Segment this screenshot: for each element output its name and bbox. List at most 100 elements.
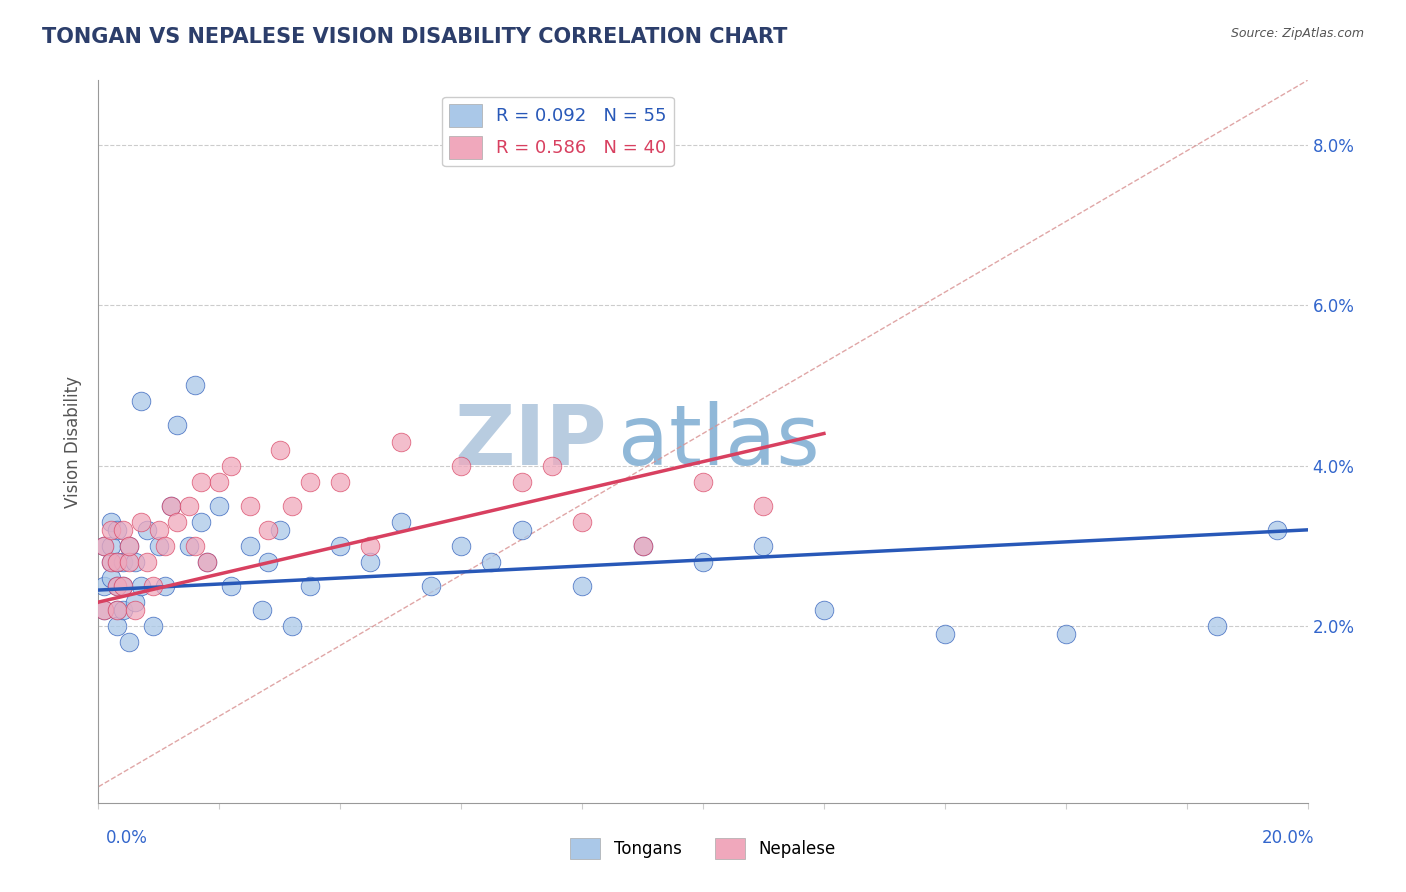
Point [692,475,714,489]
Point [100,515,122,529]
Point [250,603,273,617]
Point [299,579,322,593]
Point [118,635,141,649]
Point [1267,523,1289,537]
Point [142,619,165,633]
Point [510,523,533,537]
Point [208,499,231,513]
Text: ZIP: ZIP [454,401,606,482]
Point [105,603,128,617]
Point [166,515,188,529]
Point [221,458,243,473]
Point [239,539,262,553]
Point [510,475,533,489]
Point [93,579,115,593]
Point [450,458,472,473]
Point [135,555,157,569]
Text: Source: ZipAtlas.com: Source: ZipAtlas.com [1230,27,1364,40]
Point [153,539,176,553]
Point [631,539,654,553]
Point [208,475,231,489]
Point [160,499,183,513]
Point [105,619,128,633]
Point [124,595,146,609]
Legend: R = 0.092   N = 55, R = 0.586   N = 40: R = 0.092 N = 55, R = 0.586 N = 40 [441,96,673,167]
Point [105,603,128,617]
Point [540,458,562,473]
Point [111,523,134,537]
Point [329,539,352,553]
Legend: Tongans, Nepalese: Tongans, Nepalese [564,831,842,866]
Point [100,539,122,553]
Point [93,603,115,617]
Point [692,555,714,569]
Text: atlas: atlas [619,401,820,482]
Text: 20.0%: 20.0% [1263,829,1315,847]
Point [111,579,134,593]
Point [124,603,146,617]
Point [142,579,165,593]
Point [389,434,412,449]
Point [281,499,304,513]
Point [389,515,412,529]
Point [184,539,207,553]
Point [124,555,146,569]
Point [299,475,322,489]
Point [195,555,218,569]
Point [813,603,835,617]
Point [269,523,291,537]
Point [105,555,128,569]
Point [100,571,122,585]
Point [93,539,115,553]
Point [420,579,443,593]
Point [239,499,262,513]
Point [118,539,141,553]
Point [179,499,201,513]
Point [166,418,188,433]
Point [93,539,115,553]
Y-axis label: Vision Disability: Vision Disability [65,376,83,508]
Point [105,523,128,537]
Point [1054,627,1077,641]
Point [93,603,115,617]
Point [256,523,278,537]
Point [184,378,207,392]
Point [1206,619,1229,633]
Point [105,579,128,593]
Point [118,555,141,569]
Text: 0.0%: 0.0% [105,829,148,847]
Point [105,555,128,569]
Point [129,579,152,593]
Point [752,499,775,513]
Point [179,539,201,553]
Point [571,515,593,529]
Point [631,539,654,553]
Point [752,539,775,553]
Point [105,579,128,593]
Point [360,555,382,569]
Point [153,579,176,593]
Point [481,555,503,569]
Point [129,515,152,529]
Point [148,523,170,537]
Point [100,555,122,569]
Point [256,555,278,569]
Point [118,539,141,553]
Point [450,539,472,553]
Point [148,539,170,553]
Point [135,523,157,537]
Point [329,475,352,489]
Point [269,442,291,457]
Point [281,619,304,633]
Point [195,555,218,569]
Point [190,515,212,529]
Point [221,579,243,593]
Point [100,523,122,537]
Point [111,579,134,593]
Point [934,627,956,641]
Point [160,499,183,513]
Text: TONGAN VS NEPALESE VISION DISABILITY CORRELATION CHART: TONGAN VS NEPALESE VISION DISABILITY COR… [42,27,787,46]
Point [111,603,134,617]
Point [111,555,134,569]
Point [571,579,593,593]
